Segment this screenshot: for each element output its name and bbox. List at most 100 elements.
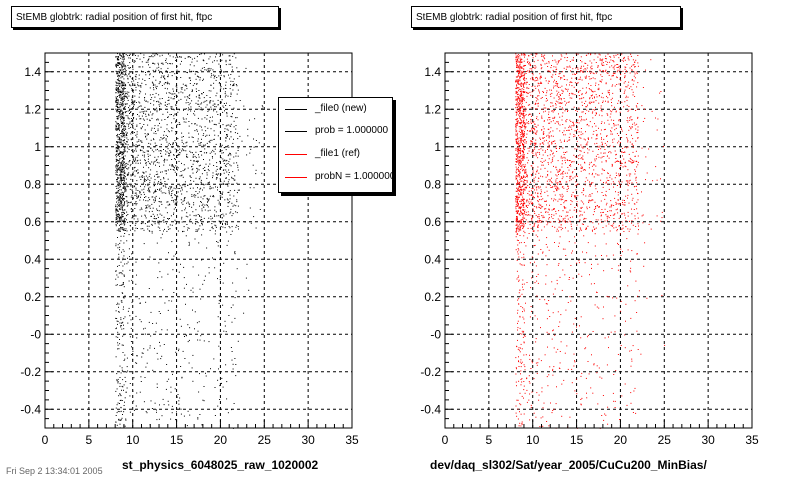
data-point <box>618 66 620 68</box>
data-point <box>517 156 519 158</box>
data-point <box>601 60 603 62</box>
y-tick-label: 0.4 <box>24 252 41 266</box>
data-point <box>519 229 521 231</box>
data-point <box>196 170 198 172</box>
data-point <box>166 70 168 72</box>
data-point <box>518 158 520 160</box>
data-point <box>121 67 123 68</box>
data-point <box>624 162 626 164</box>
data-point <box>133 167 135 169</box>
data-point <box>120 170 122 172</box>
data-point <box>206 142 208 144</box>
data-point <box>145 207 147 209</box>
data-point <box>122 152 124 154</box>
data-point <box>123 119 125 121</box>
data-point <box>591 137 593 139</box>
data-point <box>119 383 121 385</box>
data-point <box>117 181 119 183</box>
data-point <box>229 158 231 160</box>
data-point <box>171 93 173 95</box>
data-point <box>122 144 123 146</box>
data-point <box>561 186 563 188</box>
data-point <box>169 155 171 157</box>
data-point <box>634 96 636 97</box>
data-point <box>198 144 200 146</box>
data-point <box>171 197 173 199</box>
data-point <box>592 133 594 135</box>
data-point <box>534 65 536 67</box>
data-point <box>157 277 159 279</box>
data-point <box>163 75 165 77</box>
data-point <box>130 67 131 69</box>
data-point <box>118 160 120 162</box>
data-point <box>117 168 118 170</box>
data-point <box>570 126 572 128</box>
data-point <box>121 58 123 60</box>
data-point <box>115 92 117 93</box>
data-point <box>224 223 226 224</box>
data-point <box>164 170 166 172</box>
data-point <box>117 56 119 58</box>
data-point <box>216 166 218 167</box>
data-point <box>196 230 198 232</box>
data-point <box>220 167 222 168</box>
data-point <box>215 143 217 145</box>
data-point <box>124 88 126 89</box>
data-point <box>238 75 240 77</box>
x-tick-label: 5 <box>86 433 93 447</box>
data-point <box>127 370 129 372</box>
data-point <box>612 181 614 183</box>
data-point <box>616 71 618 73</box>
data-point <box>141 111 143 113</box>
data-point <box>117 141 119 143</box>
data-point <box>220 69 222 71</box>
data-point <box>120 165 122 166</box>
data-point <box>552 370 554 372</box>
data-point <box>122 116 124 118</box>
data-point <box>124 150 126 152</box>
data-point <box>133 214 135 216</box>
data-point <box>525 183 527 185</box>
data-point <box>603 64 605 66</box>
data-point <box>115 156 117 158</box>
data-point <box>540 221 542 223</box>
data-point <box>232 69 233 71</box>
data-point <box>199 339 201 341</box>
data-point <box>203 97 205 99</box>
data-point <box>196 56 198 58</box>
data-point <box>518 230 520 232</box>
data-point <box>189 69 191 71</box>
data-point <box>614 106 615 108</box>
data-point <box>215 173 217 175</box>
data-point <box>171 122 173 124</box>
data-point <box>559 181 561 183</box>
data-point <box>533 79 535 81</box>
data-point <box>176 131 178 133</box>
data-point <box>562 186 564 188</box>
data-point <box>116 165 118 167</box>
data-point <box>522 151 523 152</box>
data-point <box>227 192 229 193</box>
data-point <box>143 172 145 174</box>
data-point <box>126 202 128 204</box>
data-point <box>117 56 119 57</box>
data-point <box>532 149 534 151</box>
data-point <box>198 76 200 78</box>
data-point <box>191 136 193 138</box>
data-point <box>564 139 565 141</box>
data-point <box>204 204 206 206</box>
data-point <box>118 128 120 130</box>
data-point <box>116 170 118 172</box>
data-point <box>225 137 226 139</box>
data-point <box>199 288 201 290</box>
data-point <box>235 117 237 119</box>
data-point <box>517 61 519 63</box>
data-point <box>195 151 197 153</box>
data-point <box>122 229 124 231</box>
data-point <box>117 192 119 194</box>
data-point <box>529 113 530 115</box>
data-point <box>634 300 636 302</box>
data-point <box>195 218 197 220</box>
data-point <box>169 204 171 206</box>
